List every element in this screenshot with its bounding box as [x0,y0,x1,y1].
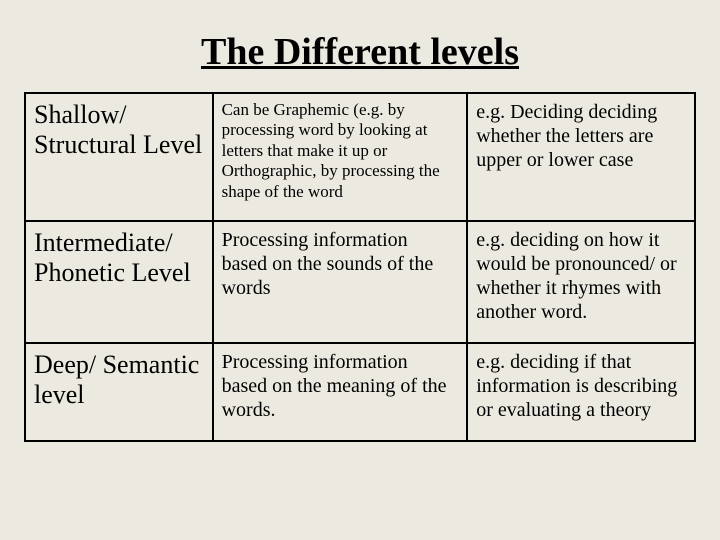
level-name: Deep/ Semantic level [25,343,213,441]
page-title: The Different levels [24,30,696,74]
level-description: Processing information based on the soun… [213,221,468,343]
levels-table: Shallow/ Structural Level Can be Graphem… [24,92,696,442]
table-row: Intermediate/ Phonetic Level Processing … [25,221,695,343]
level-example: e.g. deciding on how it would be pronoun… [467,221,695,343]
table-row: Shallow/ Structural Level Can be Graphem… [25,93,695,221]
level-example: e.g. deciding if that information is des… [467,343,695,441]
level-name: Shallow/ Structural Level [25,93,213,221]
level-description: Can be Graphemic (e.g. by processing wor… [213,93,468,221]
level-description: Processing information based on the mean… [213,343,468,441]
level-example: e.g. Deciding deciding whether the lette… [467,93,695,221]
table-row: Deep/ Semantic level Processing informat… [25,343,695,441]
level-name: Intermediate/ Phonetic Level [25,221,213,343]
